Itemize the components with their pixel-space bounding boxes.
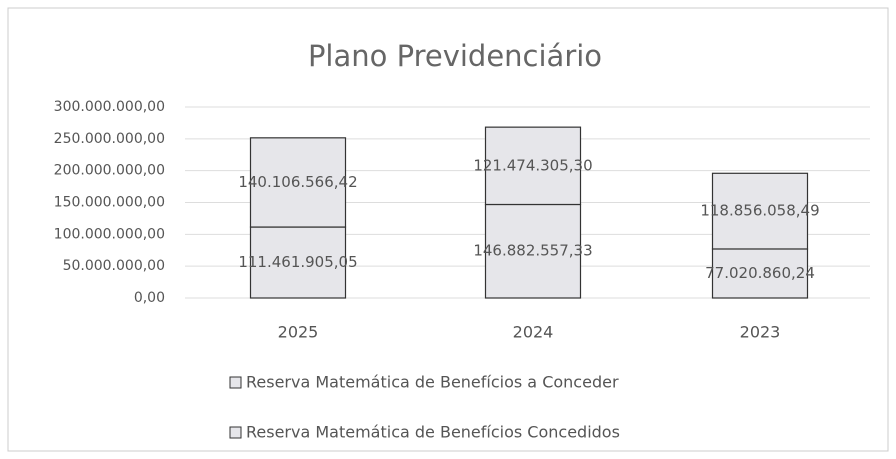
y-tick-label: 300.000.000,00 bbox=[54, 99, 165, 115]
bar-segment bbox=[711, 172, 809, 250]
data-label: 118.856.058,49 bbox=[700, 202, 819, 220]
legend-swatch bbox=[229, 376, 242, 389]
bar-segment bbox=[711, 248, 809, 299]
legend-label: Reserva Matemática de Benefícios a Conce… bbox=[246, 373, 619, 392]
y-tick-label: 250.000.000,00 bbox=[54, 131, 165, 147]
data-label: 146.882.557,33 bbox=[473, 242, 592, 260]
x-tick-label: 2025 bbox=[278, 323, 319, 342]
x-tick-label: 2023 bbox=[740, 323, 781, 342]
bar-segment bbox=[484, 203, 582, 299]
x-tick-label: 2024 bbox=[513, 323, 554, 342]
y-tick-label: 200.000.000,00 bbox=[54, 163, 165, 179]
y-tick-label: 100.000.000,00 bbox=[54, 226, 165, 242]
data-label: 111.461.905,05 bbox=[238, 253, 357, 271]
legend-swatch bbox=[229, 426, 242, 439]
y-tick-label: 50.000.000,00 bbox=[63, 258, 165, 274]
data-label: 140.106.566,42 bbox=[238, 173, 357, 191]
y-tick-label: 0,00 bbox=[134, 290, 165, 306]
y-tick-label: 150.000.000,00 bbox=[54, 195, 165, 211]
data-label: 121.474.305,30 bbox=[473, 156, 592, 174]
bar-segment bbox=[249, 226, 347, 299]
bar-segment bbox=[249, 137, 347, 228]
chart-title: Plano Previdenciário bbox=[308, 39, 602, 73]
legend-label: Reserva Matemática de Benefícios Concedi… bbox=[246, 423, 620, 442]
bar-segment bbox=[484, 126, 582, 206]
data-label: 77.020.860,24 bbox=[705, 264, 815, 282]
